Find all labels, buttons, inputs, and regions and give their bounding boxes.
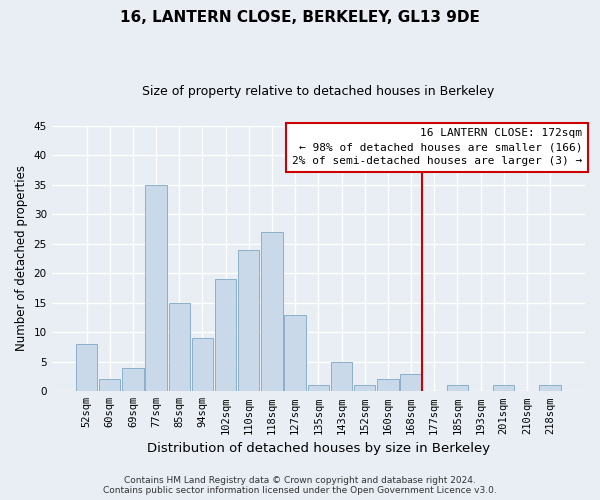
Bar [192,338,213,392]
Bar [447,386,468,392]
Bar [76,344,97,392]
Bar [377,380,398,392]
Text: 16 LANTERN CLOSE: 172sqm
← 98% of detached houses are smaller (166)
2% of semi-d: 16 LANTERN CLOSE: 172sqm ← 98% of detach… [292,128,582,166]
Bar [400,374,422,392]
Title: Size of property relative to detached houses in Berkeley: Size of property relative to detached ho… [142,85,494,98]
Bar [262,232,283,392]
Y-axis label: Number of detached properties: Number of detached properties [15,166,28,352]
Bar [493,386,514,392]
Bar [238,250,259,392]
Text: 16, LANTERN CLOSE, BERKELEY, GL13 9DE: 16, LANTERN CLOSE, BERKELEY, GL13 9DE [120,10,480,25]
Bar [354,386,376,392]
X-axis label: Distribution of detached houses by size in Berkeley: Distribution of detached houses by size … [147,442,490,455]
Bar [99,380,121,392]
Bar [331,362,352,392]
Bar [145,184,167,392]
Bar [122,368,143,392]
Bar [169,302,190,392]
Bar [308,386,329,392]
Bar [539,386,561,392]
Bar [215,279,236,392]
Text: Contains HM Land Registry data © Crown copyright and database right 2024.
Contai: Contains HM Land Registry data © Crown c… [103,476,497,495]
Bar [284,314,306,392]
